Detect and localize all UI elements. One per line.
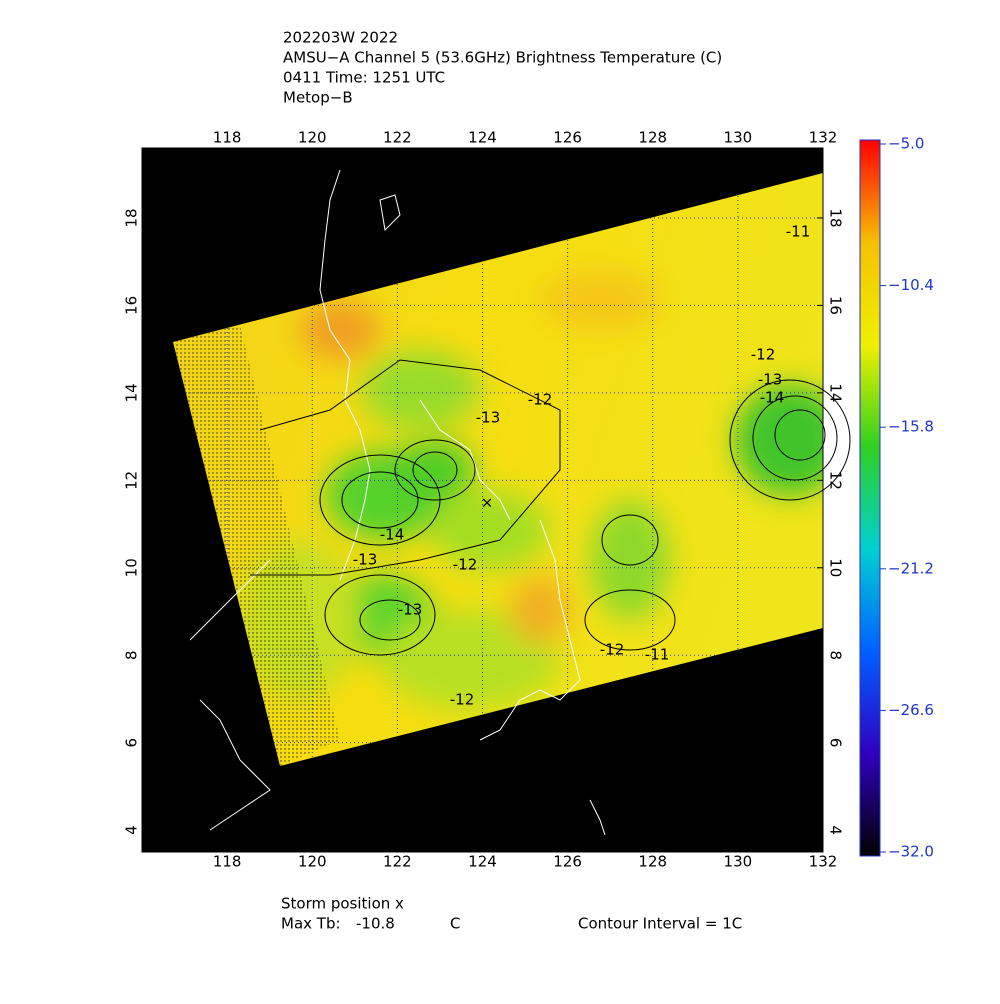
- colorbar-label: −5.0: [888, 135, 924, 153]
- lat-label: 8: [123, 650, 141, 660]
- colorbar: −5.0 −10.4 −15.8 −21.2 −26.6 −32.0: [859, 135, 934, 861]
- ticks: 1181181201201221221241241261261281281301…: [123, 129, 845, 871]
- lon-label: 132: [809, 853, 838, 871]
- lat-label: 12: [123, 471, 141, 490]
- lon-label: 130: [724, 129, 753, 147]
- contour-label: -11: [645, 646, 670, 664]
- lat-label: 10: [827, 558, 845, 577]
- contour-interval: Contour Interval = 1C: [578, 915, 742, 933]
- temperature-area: [510, 575, 570, 645]
- contour-label: -13: [398, 601, 423, 619]
- contour-label: -12: [528, 391, 553, 409]
- temperature-area: [300, 300, 380, 360]
- lat-label: 16: [123, 296, 141, 315]
- contour-label: -14: [380, 526, 405, 544]
- lon-label: 120: [298, 853, 327, 871]
- storm-note: Storm position x: [281, 895, 404, 913]
- contour-label: -14: [760, 389, 785, 407]
- contours: -11-12-13-14-12-13-14-13 -12-13-12 -11-12: [250, 223, 851, 709]
- header-line: Metop−B: [283, 89, 353, 107]
- lon-label: 132: [809, 129, 838, 147]
- contour-label: -12: [600, 641, 625, 659]
- lon-label: 122: [383, 853, 412, 871]
- contour-label: -12: [751, 346, 776, 364]
- header-line: 0411 Time: 1251 UTC: [283, 69, 445, 87]
- lat-label: 16: [827, 296, 845, 315]
- lon-label: 126: [553, 853, 582, 871]
- lat-label: 4: [827, 825, 845, 835]
- colorbar-label: −21.2: [888, 559, 934, 577]
- lon-label: 130: [724, 853, 753, 871]
- temperature-area: [395, 440, 475, 500]
- lat-label: 12: [827, 471, 845, 490]
- temperature-area: [540, 270, 660, 330]
- colorbar-label: −15.8: [888, 418, 934, 436]
- max-value: -10.8: [356, 915, 395, 933]
- contour-label: -12: [450, 691, 475, 709]
- colorbar-scale: [859, 139, 881, 857]
- lon-label: 120: [298, 129, 327, 147]
- lat-label: 4: [123, 825, 141, 835]
- lat-label: 6: [123, 738, 141, 748]
- lat-label: 6: [827, 738, 845, 748]
- lat-label: 8: [827, 650, 845, 660]
- lat-label: 18: [123, 208, 141, 227]
- temperature-area: [590, 500, 670, 620]
- lon-label: 118: [213, 129, 242, 147]
- footer: Storm position x Max Tb: -10.8 C Contour Int…: [281, 895, 742, 933]
- lon-label: 118: [213, 853, 242, 871]
- swath: [173, 173, 823, 766]
- lon-label: 124: [468, 129, 497, 147]
- lat-label: 14: [123, 383, 141, 402]
- colorbar-label: −32.0: [888, 843, 934, 861]
- header-line: 202203W 2022: [283, 29, 398, 47]
- lon-label: 128: [638, 129, 667, 147]
- temperature-area: [380, 610, 560, 710]
- storm-marker: ×: [481, 494, 494, 512]
- temperature-area: [360, 350, 480, 430]
- lon-label: 126: [553, 129, 582, 147]
- max-unit: C: [450, 915, 460, 933]
- colorbar-label: −26.6: [888, 701, 934, 719]
- max-label: Max Tb:: [281, 915, 341, 933]
- lon-label: 128: [638, 853, 667, 871]
- contour-label: -11: [786, 223, 811, 241]
- temperature-area: [735, 385, 823, 495]
- contour-label: -13: [758, 371, 783, 389]
- lat-label: 10: [123, 558, 141, 577]
- header: 202203W 2022 AMSU−A Channel 5 (53.6GHz) B…: [283, 29, 722, 107]
- lat-label: 14: [827, 383, 845, 402]
- header-line: AMSU−A Channel 5 (53.6GHz) Brightness Te…: [283, 49, 722, 67]
- lat-label: 18: [827, 208, 845, 227]
- lon-label: 124: [468, 853, 497, 871]
- contour-label: -13: [353, 551, 378, 569]
- scan-edge-dots: [173, 325, 340, 766]
- contour-label: -12: [453, 556, 478, 574]
- lon-label: 122: [383, 129, 412, 147]
- colorbar-label: −10.4: [888, 276, 934, 294]
- contour-label: -13: [476, 409, 501, 427]
